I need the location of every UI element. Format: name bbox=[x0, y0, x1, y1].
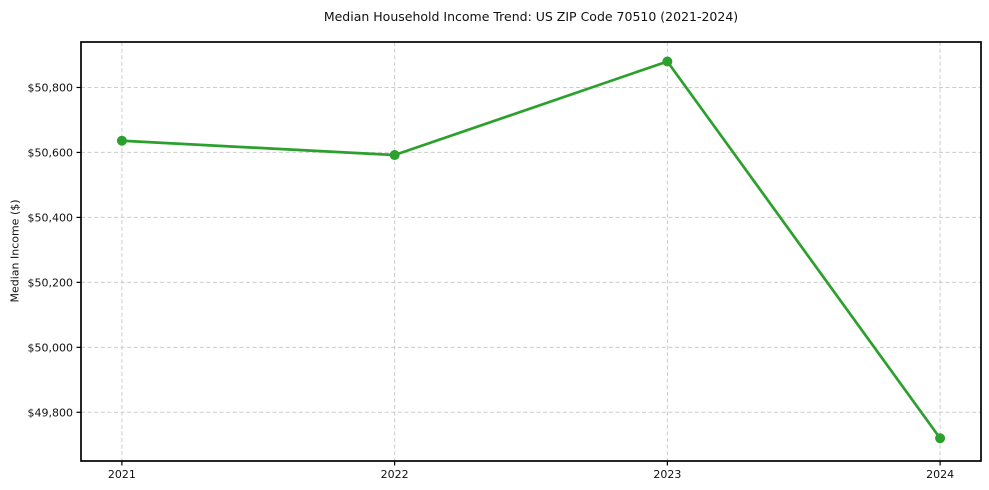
y-tick-label: $50,400 bbox=[28, 211, 74, 224]
chart-title: Median Household Income Trend: US ZIP Co… bbox=[323, 9, 739, 24]
data-point-2023 bbox=[662, 56, 673, 67]
x-tick-label: 2021 bbox=[108, 468, 136, 481]
axes-frame bbox=[80, 41, 982, 462]
y-tick-label: $50,200 bbox=[28, 276, 74, 289]
data-point-2022 bbox=[389, 150, 400, 161]
data-point-2021 bbox=[116, 135, 127, 146]
x-tick-label: 2022 bbox=[381, 468, 409, 481]
data-point-2024 bbox=[935, 433, 946, 444]
y-tick-label: $50,000 bbox=[28, 341, 74, 354]
y-tick-label: $49,800 bbox=[28, 406, 74, 419]
y-tick-label: $50,600 bbox=[28, 146, 74, 159]
x-tick-label: 2024 bbox=[926, 468, 954, 481]
data-line bbox=[120, 60, 942, 440]
x-tick-label: 2023 bbox=[653, 468, 681, 481]
plot-area bbox=[81, 42, 981, 461]
y-tick-label: $50,800 bbox=[28, 81, 74, 94]
